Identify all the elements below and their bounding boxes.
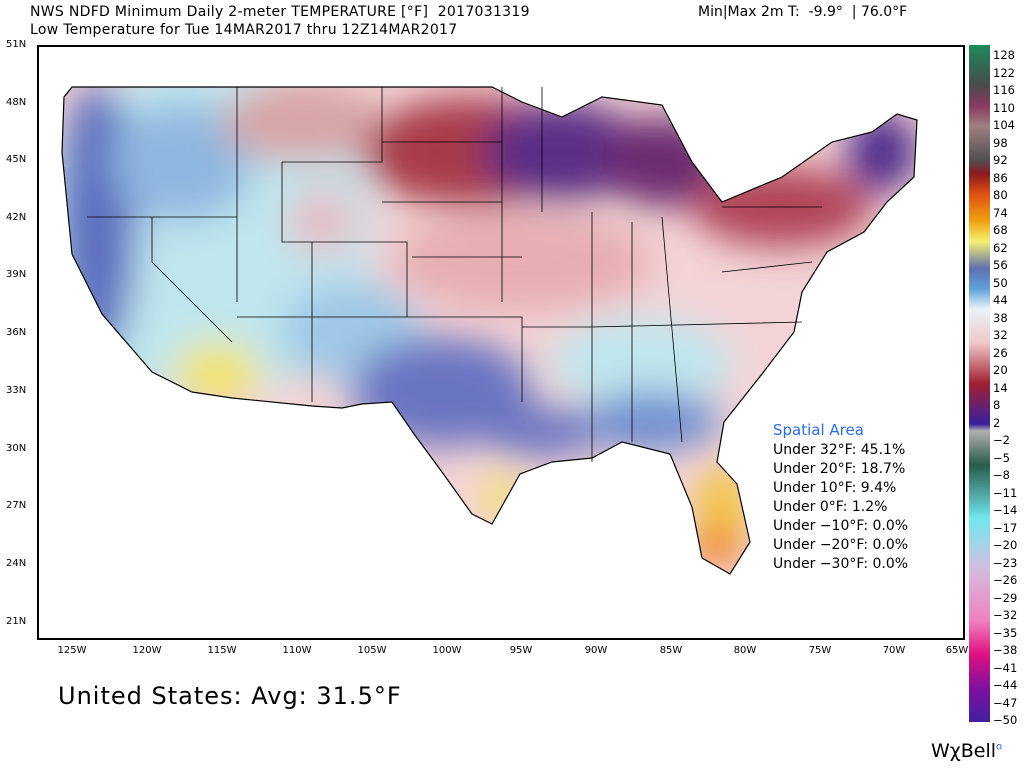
colorbar-tick-label: −29 xyxy=(993,590,1018,605)
lon-label: 85W xyxy=(659,645,683,656)
spatial-area-panel: Spatial Area Under 32°F: 45.1% Under 20°… xyxy=(773,421,908,574)
colorbar-tick-label: 116 xyxy=(993,83,1015,97)
colorbar-tick-label: −17 xyxy=(993,520,1018,535)
lat-label: 51N xyxy=(6,39,27,50)
colorbar-tick-label: −44 xyxy=(993,678,1018,692)
colorbar-tick-label: −20 xyxy=(993,538,1018,552)
colorbar-tick-label: −32 xyxy=(993,608,1018,622)
us-average: United States: Avg: 31.5°F xyxy=(58,682,402,710)
spatial-area-row: Under −20°F: 0.0% xyxy=(773,537,909,553)
lon-label: 65W xyxy=(945,645,969,656)
spatial-area-row: Under 32°F: 45.1% xyxy=(773,442,906,458)
map-canvas xyxy=(61,86,918,575)
lon-label: 120W xyxy=(132,645,162,656)
spatial-area-row: Under 0°F: 1.2% xyxy=(773,499,888,515)
colorbar-tick-label: −35 xyxy=(993,625,1018,640)
colorbar-tick-label: −11 xyxy=(993,485,1018,500)
lat-label: 30N xyxy=(6,443,27,454)
lon-label: 115W xyxy=(207,645,237,656)
lat-label: 36N xyxy=(6,327,27,338)
lon-label: 70W xyxy=(882,645,906,656)
lon-label: 80W xyxy=(733,645,757,656)
colorbar-tick-label: 92 xyxy=(993,153,1008,167)
colorbar-tick-label: 2 xyxy=(993,415,1001,430)
colorbar-tick-label: 56 xyxy=(993,258,1008,272)
colorbar-tick-label: 8 xyxy=(993,398,1001,412)
lat-label: 27N xyxy=(6,500,27,511)
lon-label: 75W xyxy=(808,645,832,656)
colorbar-tick-label: −26 xyxy=(993,573,1018,587)
colorbar-tick-label: 98 xyxy=(993,135,1008,150)
colorbar xyxy=(969,45,990,722)
colorbar-tick-label: 32 xyxy=(993,328,1008,342)
temperature-map xyxy=(37,45,965,640)
lon-label: 125W xyxy=(57,645,87,656)
colorbar-tick-label: −8 xyxy=(993,468,1010,482)
lat-label: 33N xyxy=(6,385,27,396)
map-title: NWS NDFD Minimum Daily 2-meter TEMPERATU… xyxy=(30,4,530,20)
wxbell-logo: WχBello xyxy=(931,740,1002,762)
colorbar-tick-label: 110 xyxy=(993,100,1015,115)
lat-label: 24N xyxy=(6,558,27,569)
colorbar-tick-label: 50 xyxy=(993,275,1008,290)
colorbar-tick-label: 74 xyxy=(993,205,1008,220)
spatial-area-row: Under −10°F: 0.0% xyxy=(773,518,909,534)
colorbar-tick-label: −50 xyxy=(993,713,1018,727)
lon-label: 100W xyxy=(432,645,462,656)
colorbar-tick-label: 44 xyxy=(993,293,1008,307)
lon-label: 105W xyxy=(357,645,387,656)
colorbar-tick-label: −47 xyxy=(993,695,1018,710)
us-outline xyxy=(61,86,918,575)
colorbar-tick-label: −38 xyxy=(993,643,1018,657)
colorbar-tick-label: 128 xyxy=(993,48,1015,62)
lat-label: 42N xyxy=(6,212,27,223)
spatial-area-row: Under −30°F: 0.0% xyxy=(773,556,909,572)
colorbar-tick-label: 104 xyxy=(993,118,1015,132)
map-subtitle: Low Temperature for Tue 14MAR2017 thru 1… xyxy=(30,22,458,38)
colorbar-tick-label: 86 xyxy=(993,170,1008,185)
state-borders xyxy=(87,87,822,462)
lon-label: 95W xyxy=(509,645,533,656)
colorbar-tick-label: −2 xyxy=(993,433,1010,447)
lat-label: 39N xyxy=(6,269,27,280)
lat-label: 48N xyxy=(6,97,27,108)
lat-label: 45N xyxy=(6,154,27,165)
colorbar-tick-label: 122 xyxy=(993,65,1015,80)
spatial-area-row: Under 10°F: 9.4% xyxy=(773,480,897,496)
logo-dot-icon: o xyxy=(996,741,1003,753)
spatial-area-title: Spatial Area xyxy=(773,421,864,439)
colorbar-tick-label: −23 xyxy=(993,555,1018,570)
min-max-readout: Min|Max 2m T: -9.9° | 76.0°F xyxy=(698,4,908,20)
colorbar-tick-label: 80 xyxy=(993,188,1008,202)
colorbar-tick-label: 38 xyxy=(993,310,1008,325)
colorbar-tick-label: −14 xyxy=(993,503,1018,517)
colorbar-tick-label: 62 xyxy=(993,240,1008,255)
colorbar-tick-label: 68 xyxy=(993,223,1008,237)
logo-text: WχBell xyxy=(931,740,997,762)
colorbar-tick-label: 26 xyxy=(993,345,1008,360)
spatial-area-row: Under 20°F: 18.7% xyxy=(773,461,906,477)
lon-label: 90W xyxy=(584,645,608,656)
colorbar-tick-label: −5 xyxy=(993,450,1010,465)
colorbar-tick-label: −41 xyxy=(993,660,1018,675)
colorbar-tick-label: 20 xyxy=(993,363,1008,377)
colorbar-tick-label: 14 xyxy=(993,380,1008,395)
lon-label: 110W xyxy=(282,645,312,656)
lat-label: 21N xyxy=(6,616,27,627)
